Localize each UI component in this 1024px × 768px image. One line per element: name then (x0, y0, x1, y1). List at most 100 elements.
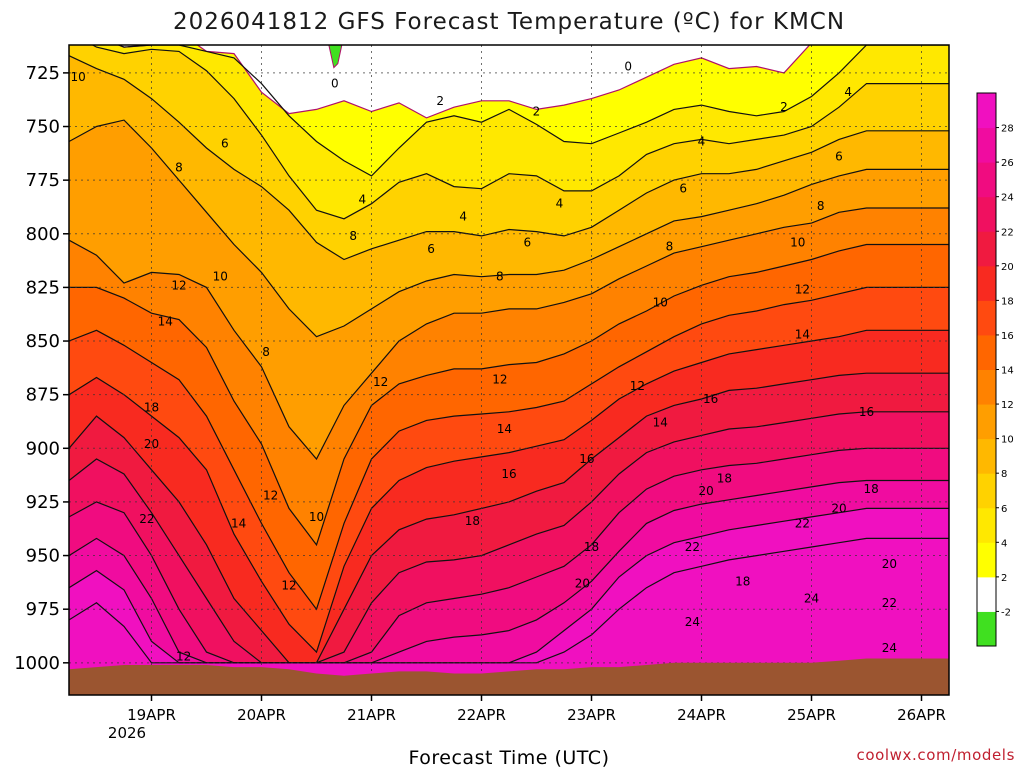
isotherm-label: 8 (666, 240, 674, 254)
x-axis-label: Forecast Time (UTC) (409, 747, 610, 768)
colorbar-tick-label: -2 (1001, 607, 1011, 618)
cold-pocket (328, 45, 343, 69)
isotherm-label: 10 (213, 270, 228, 284)
colorbar-tick-label: 6 (1001, 504, 1007, 515)
colorbar-tick-label: 28 (1001, 124, 1014, 135)
isotherm-label: 12 (492, 373, 507, 387)
colorbar-tick-label: 18 (1001, 296, 1014, 307)
isotherm-10 (69, 207, 949, 461)
isotherm-label: 24 (882, 641, 897, 655)
colorbar-tick-label: 24 (1001, 193, 1014, 204)
isotherm-label: 14 (231, 516, 246, 530)
colorbar-swatch (977, 369, 996, 405)
x-tick-label: 26APR (897, 706, 946, 724)
isotherm-label: 14 (497, 422, 512, 436)
colorbar-swatch (977, 196, 996, 232)
isotherm-label: 16 (859, 405, 874, 419)
colorbar-tick-label: 12 (1001, 400, 1014, 411)
isotherm-label: 10 (653, 295, 668, 309)
colorbar-swatch (977, 507, 996, 543)
isotherm-label: 20 (831, 501, 846, 515)
isotherm-label: 12 (795, 283, 810, 297)
isotherm-label: 4 (359, 192, 367, 206)
isotherm-label: 4 (556, 197, 564, 211)
colorbar-swatch (977, 473, 996, 509)
isotherm-label: 4 (698, 135, 706, 149)
colorbar-swatch (977, 231, 996, 267)
colorbar-tick-label: 4 (1001, 538, 1007, 549)
isotherm-label: 18 (465, 514, 480, 528)
isotherm-label: 18 (144, 401, 159, 415)
isotherm-22 (69, 447, 949, 664)
isotherm-12 (69, 243, 949, 547)
isotherm-label: 24 (804, 591, 819, 605)
isotherm-label: 2 (533, 105, 541, 119)
isotherm-label: 8 (262, 345, 270, 359)
isotherm-label: 12 (176, 649, 191, 663)
colorbar-tick-label: 22 (1001, 227, 1014, 238)
colorbar-swatch (977, 162, 996, 198)
isotherm-label: 6 (524, 235, 532, 249)
band-0 (118, 45, 810, 118)
terrain-surface (69, 658, 949, 695)
y-tick-label: 875 (26, 385, 60, 406)
y-tick-label: 775 (26, 170, 60, 191)
isotherm-14 (69, 286, 949, 611)
isotherm-label: 18 (863, 482, 878, 496)
plot-frame (68, 44, 950, 696)
isotherm-label: 20 (882, 557, 897, 571)
isotherm-label: 20 (144, 437, 159, 451)
isotherm-label: 14 (158, 315, 173, 329)
isotherm-4 (91, 45, 949, 220)
isotherm-label: 4 (459, 210, 467, 224)
x-tick-label: 25APR (787, 706, 836, 724)
credit-label: coolwx.com/models (857, 746, 1016, 764)
isotherm-label: 6 (427, 242, 435, 256)
colorbar-swatch (977, 334, 996, 370)
isotherm-label: 8 (817, 199, 825, 213)
x-axis: 19APR 20APR 21APR 22APR 23APR 24APR 25APR 26APR (127, 695, 946, 724)
isotherm-label: 0 (624, 59, 632, 73)
isotherm-label: 6 (679, 182, 687, 196)
grid-lines (69, 45, 949, 695)
isotherm-8 (69, 119, 949, 338)
chart-title: 2026041812 GFS Forecast Temperature (ºC)… (173, 9, 845, 35)
isotherm-label: 20 (698, 484, 713, 498)
y-tick-label: 850 (26, 331, 60, 352)
colorbar-swatch (977, 404, 996, 440)
isotherm-label: 12 (630, 379, 645, 393)
colorbar-swatch (977, 438, 996, 474)
colorbar-tick-label: 20 (1001, 262, 1014, 273)
colorbar-tick-label: 16 (1001, 331, 1014, 342)
isotherm-label: 24 (685, 615, 700, 629)
isotherm-label: 18 (735, 574, 750, 588)
isotherm-label: 16 (703, 392, 718, 406)
x-tick-label: 23APR (567, 706, 616, 724)
isotherm-label: 6 (835, 150, 843, 164)
colorbar-swatch (977, 611, 996, 647)
y-tick-label: 825 (26, 277, 60, 298)
isotherm-label: 14 (795, 328, 810, 342)
y-tick-label: 950 (26, 546, 60, 567)
isotherm-6 (69, 55, 949, 261)
y-tick-label: 750 (26, 117, 60, 138)
isotherm-label: 12 (281, 579, 296, 593)
isotherm-label: 22 (795, 516, 810, 530)
colorbar-swatch (977, 93, 996, 129)
isotherm-label: 18 (717, 471, 732, 485)
x-year-label: 2026 (108, 724, 146, 742)
isotherm-label: 22 (139, 512, 154, 526)
isotherm-label: 8 (496, 270, 504, 284)
colorbar-tick-label: 8 (1001, 469, 1007, 480)
y-axis: 725 750 775 800 825 850 875 900 925 950 975 1000 (14, 63, 69, 674)
isotherm-label: 8 (175, 160, 183, 174)
isotherm-label: 8 (349, 229, 357, 243)
isotherm-label: 12 (373, 375, 388, 389)
x-tick-label: 20APR (237, 706, 286, 724)
y-tick-label: 1000 (14, 653, 60, 674)
colorbar-swatch (977, 300, 996, 336)
colorbar-swatch (977, 576, 996, 612)
